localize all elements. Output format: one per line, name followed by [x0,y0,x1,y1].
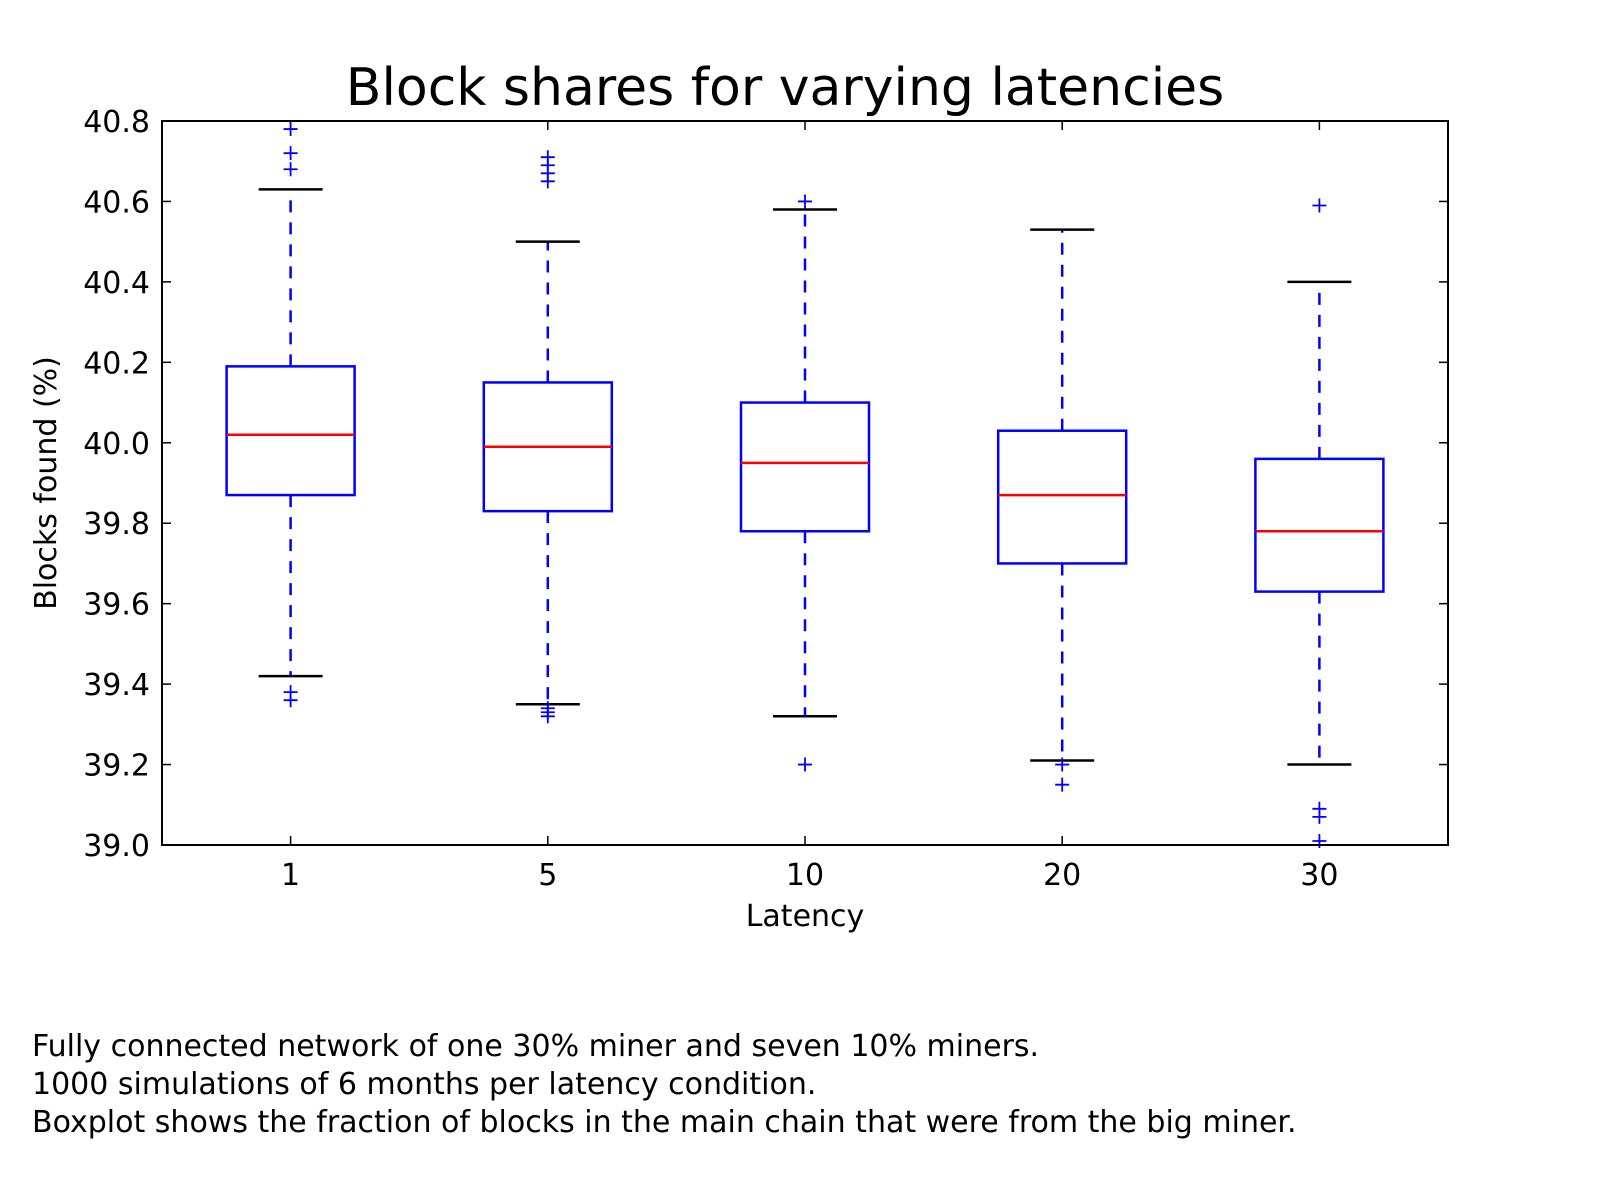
x-tick-label: 20 [1043,858,1081,893]
y-tick-label: 39.8 [83,507,150,542]
y-tick-label: 40.6 [83,185,150,220]
outlier-point [1055,777,1070,792]
caption-line-2: 1000 simulations of 6 months per latency… [32,1067,817,1102]
y-tick-label: 40.4 [83,266,150,301]
x-tick-label: 5 [538,858,557,893]
boxplot-chart: Block shares for varying latencies 39.03… [29,58,1449,934]
outlier-point [798,194,812,209]
outlier-point [1312,833,1327,848]
caption-line-3: Boxplot shows the fraction of blocks in … [32,1105,1297,1140]
box-group-30 [1254,198,1385,848]
x-tick-label: 30 [1300,858,1338,893]
outlier-point [540,150,555,165]
outlier-point [798,757,812,772]
caption: Fully connected network of one 30% miner… [32,1028,1297,1142]
box-group-10 [739,194,871,772]
x-tick-label: 1 [281,858,300,893]
iqr-box [739,401,871,533]
box-group-5 [482,150,614,724]
y-tick-label: 40.8 [83,105,150,140]
y-tick-label: 39.6 [83,588,150,623]
iqr-box [996,429,1128,565]
outlier-point [283,685,298,700]
y-axis: 39.0 39.2 39.4 39.6 39.8 40.0 40.2 40.4 40.6 40.8 [83,105,1448,864]
outlier-point [1312,198,1327,213]
outlier-point [283,122,298,137]
y-tick-label: 39.2 [83,749,150,784]
y-tick-label: 39.4 [83,668,150,703]
caption-line-1: Fully connected network of one 30% miner… [32,1029,1040,1064]
box-group-20 [996,228,1128,792]
iqr-box [1254,457,1385,593]
outlier-point [283,162,298,177]
outlier-point [540,701,555,716]
y-tick-label: 40.0 [83,427,150,462]
x-axis-label: Latency [746,899,865,934]
y-tick-label: 39.0 [83,829,150,864]
boxes [225,122,1385,848]
x-axis: 1 5 10 20 30 [281,121,1338,893]
box-group-1 [225,122,356,708]
outlier-point [1055,757,1070,772]
iqr-box [225,365,356,497]
outlier-point [283,146,298,161]
outlier-point [1312,801,1327,816]
y-tick-label: 40.2 [83,346,150,381]
x-tick-label: 10 [786,858,824,893]
chart-title: Block shares for varying latencies [346,58,1224,118]
y-axis-label: Blocks found (%) [29,356,64,610]
